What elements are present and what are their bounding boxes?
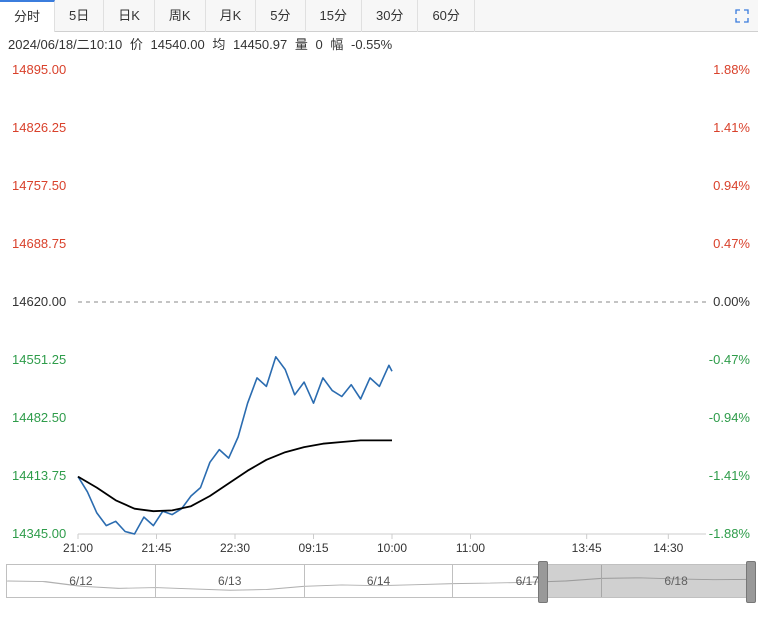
svg-text:14413.75: 14413.75: [12, 468, 66, 483]
nav-handle-right[interactable]: [746, 561, 756, 603]
svg-text:14620.00: 14620.00: [12, 294, 66, 309]
svg-text:0.47%: 0.47%: [713, 236, 750, 251]
tab-分时[interactable]: 分时: [0, 0, 55, 32]
vol-value: 0: [315, 37, 322, 52]
svg-text:21:00: 21:00: [63, 541, 93, 555]
tab-月K[interactable]: 月K: [206, 0, 257, 32]
tab-日K[interactable]: 日K: [104, 0, 155, 32]
tab-30分[interactable]: 30分: [362, 0, 418, 32]
svg-text:14:30: 14:30: [653, 541, 683, 555]
svg-text:14757.50: 14757.50: [12, 178, 66, 193]
svg-text:-0.47%: -0.47%: [709, 352, 751, 367]
svg-text:1.41%: 1.41%: [713, 120, 750, 135]
amp-value: -0.55%: [351, 37, 392, 52]
svg-text:-0.94%: -0.94%: [709, 410, 751, 425]
svg-text:0.94%: 0.94%: [713, 178, 750, 193]
svg-text:14551.25: 14551.25: [12, 352, 66, 367]
svg-text:1.88%: 1.88%: [713, 62, 750, 77]
svg-text:-1.41%: -1.41%: [709, 468, 751, 483]
avg-value: 14450.97: [233, 37, 287, 52]
amp-label: 幅: [330, 37, 343, 52]
tab-60分[interactable]: 60分: [418, 0, 474, 32]
date-navigator[interactable]: 6/126/136/146/176/18: [6, 564, 752, 598]
svg-text:14482.50: 14482.50: [12, 410, 66, 425]
price-label: 价: [130, 37, 143, 52]
tab-5分[interactable]: 5分: [256, 0, 305, 32]
svg-text:10:00: 10:00: [377, 541, 407, 555]
svg-text:22:30: 22:30: [220, 541, 250, 555]
svg-text:-1.88%: -1.88%: [709, 526, 751, 541]
svg-text:14688.75: 14688.75: [12, 236, 66, 251]
nav-date-6/13[interactable]: 6/13: [156, 565, 305, 597]
svg-text:09:15: 09:15: [298, 541, 328, 555]
svg-text:14345.00: 14345.00: [12, 526, 66, 541]
nav-selected-range[interactable]: [543, 565, 751, 597]
tab-5日[interactable]: 5日: [55, 0, 104, 32]
svg-text:21:45: 21:45: [141, 541, 171, 555]
nav-date-6/14[interactable]: 6/14: [305, 565, 454, 597]
svg-text:14895.00: 14895.00: [12, 62, 66, 77]
quote-info-bar: 2024/06/18/二10:10 价 14540.00 均 14450.97 …: [0, 32, 758, 58]
svg-text:0.00%: 0.00%: [713, 294, 750, 309]
svg-text:13:45: 13:45: [572, 541, 602, 555]
datetime-text: 2024/06/18/二10:10: [8, 37, 122, 52]
nav-handle-left[interactable]: [538, 561, 548, 603]
tab-15分[interactable]: 15分: [306, 0, 362, 32]
svg-text:11:00: 11:00: [456, 541, 485, 555]
vol-label: 量: [295, 37, 308, 52]
price-chart[interactable]: 14895.00 1.88% 14826.25 1.41% 14757.50 0.94% 1…: [6, 58, 752, 558]
nav-date-6/12[interactable]: 6/12: [7, 565, 156, 597]
price-value: 14540.00: [150, 37, 204, 52]
avg-label: 均: [212, 37, 225, 52]
expand-icon[interactable]: [726, 0, 758, 32]
timeframe-tabs: 分时5日日K周K月K5分15分30分60分: [0, 0, 758, 32]
svg-text:14826.25: 14826.25: [12, 120, 66, 135]
tab-周K[interactable]: 周K: [155, 0, 206, 32]
